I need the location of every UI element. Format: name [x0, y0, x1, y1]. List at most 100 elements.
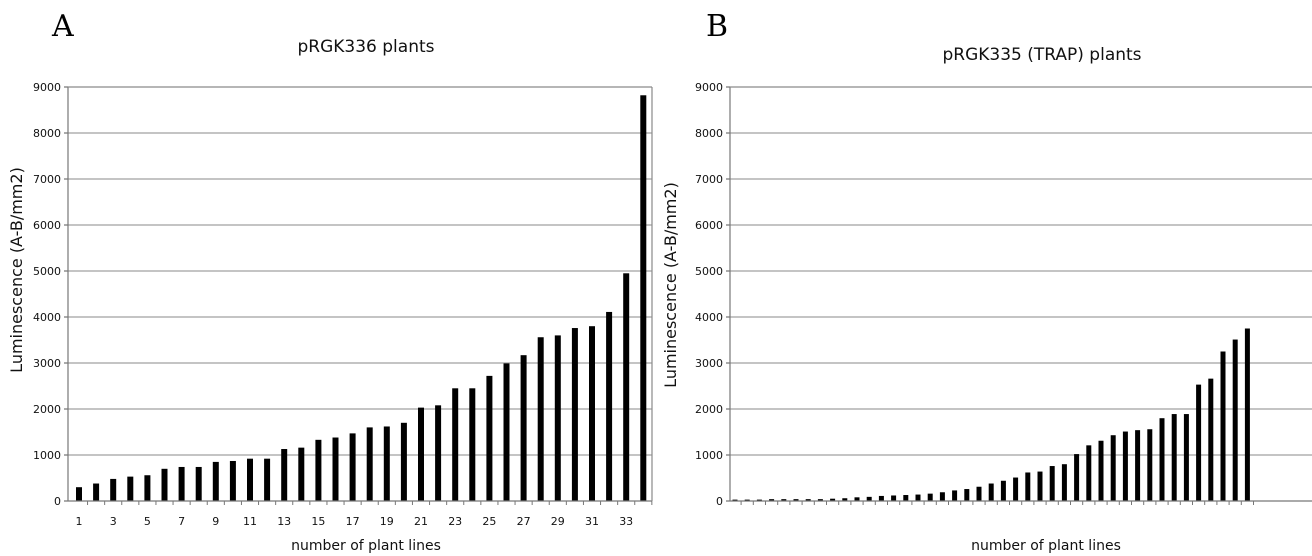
x-tick-label: 37: [1167, 515, 1181, 528]
x-tick-label: 25: [1021, 515, 1035, 528]
bar: [878, 495, 884, 501]
bar: [315, 439, 322, 501]
bar: [606, 311, 613, 501]
bar: [1196, 384, 1202, 501]
bar: [212, 461, 219, 501]
bar: [1171, 414, 1177, 501]
x-tick-labels-a: 1 3 5 7 9 11 13 15 17 19 21 23 25 27 29 31 33: [76, 515, 634, 528]
y-tick-label: 3000: [695, 357, 723, 370]
bar: [469, 388, 476, 501]
bar: [127, 476, 134, 501]
y-tick-label: 9000: [33, 81, 61, 94]
y-tick-label: 8000: [33, 127, 61, 140]
bar: [1049, 466, 1055, 501]
y-tick-label: 6000: [695, 219, 723, 232]
bar: [1183, 414, 1189, 501]
gridlines-a: [64, 86, 652, 502]
y-tick-label: 2000: [695, 403, 723, 416]
y-tick-label: 9000: [695, 81, 723, 94]
bar: [76, 487, 82, 501]
x-tick-label: 33: [619, 515, 633, 528]
bar: [195, 466, 202, 501]
chart-title-a: pRGK336 plants: [297, 37, 434, 57]
bar: [571, 328, 578, 501]
bar: [435, 405, 442, 501]
bar: [1074, 454, 1080, 501]
bar: [554, 335, 561, 501]
bar: [1159, 418, 1165, 501]
bar: [503, 363, 510, 501]
x-tick-labels-b: 1 3 5 7 9 11 13 15 17 19 21 23 25 27 29 31 33 35 37 39 41 43: [732, 515, 1255, 528]
x-tick-label: 7: [178, 515, 185, 528]
x-tick-label: 35: [1143, 515, 1157, 528]
x-tick-label: 15: [311, 515, 325, 528]
x-tick-label: 27: [1045, 515, 1059, 528]
bar: [486, 375, 493, 501]
x-tick-label: 33: [1118, 515, 1132, 528]
axes-b: [729, 86, 1312, 505]
x-tick-label: 21: [414, 515, 428, 528]
bar: [854, 497, 860, 501]
x-tick-label: 17: [346, 515, 360, 528]
y-tick-label: 7000: [695, 173, 723, 186]
x-tick-label: 1: [76, 515, 83, 528]
bar: [830, 498, 836, 501]
x-tick-label: 17: [923, 515, 937, 528]
y-tick-label: 3000: [33, 357, 61, 370]
bar: [805, 499, 811, 501]
bar: [1110, 435, 1116, 501]
bar: [366, 427, 373, 501]
bar: [178, 466, 185, 501]
bars-b: [732, 328, 1250, 501]
y-tick-label: 6000: [33, 219, 61, 232]
panel-letter-a: A: [51, 9, 74, 44]
bar: [842, 498, 848, 501]
chart-panel-a: A pRGK336 plants Luminescence (A-B/mm2) …: [7, 9, 653, 554]
x-tick-label: 9: [829, 515, 836, 528]
x-tick-label: 3: [110, 515, 117, 528]
bar: [1220, 351, 1226, 501]
x-tick-label: 7: [805, 515, 812, 528]
bar: [93, 483, 100, 501]
bar: [623, 273, 630, 501]
x-tick-label: 11: [850, 515, 864, 528]
bar: [781, 499, 787, 501]
bar: [332, 437, 339, 501]
x-tick-label: 15: [899, 515, 913, 528]
chart-panel-b: B pRGK335 (TRAP) plants Luminescence (A-…: [661, 9, 1312, 554]
bar: [1061, 464, 1067, 501]
y-tick-label: 7000: [33, 173, 61, 186]
chart-title-b: pRGK335 (TRAP) plants: [942, 45, 1141, 65]
bar: [756, 499, 762, 501]
y-tick-label: 4000: [33, 311, 61, 324]
y-tick-label: 1000: [695, 449, 723, 462]
bar: [400, 422, 407, 501]
bar: [891, 495, 897, 501]
y-tick-label: 1000: [33, 449, 61, 462]
y-tick-label: 5000: [695, 265, 723, 278]
bar: [939, 492, 945, 501]
bar: [1013, 477, 1019, 501]
axes-a: [67, 86, 653, 505]
x-axis-label-b: number of plant lines: [971, 538, 1121, 554]
y-tick-label: 0: [54, 495, 61, 508]
x-tick-label: 23: [996, 515, 1010, 528]
x-tick-label: 19: [380, 515, 394, 528]
bar: [1232, 339, 1238, 501]
x-tick-label: 19: [948, 515, 962, 528]
bar: [589, 326, 595, 501]
x-tick-label: 25: [482, 515, 496, 528]
bar: [537, 337, 544, 501]
bars-a: [76, 95, 647, 501]
x-tick-label: 9: [212, 515, 219, 528]
bar: [229, 460, 236, 501]
bar: [927, 493, 933, 501]
bar: [964, 489, 970, 501]
bar: [110, 478, 117, 501]
x-tick-label: 13: [277, 515, 291, 528]
bar: [452, 388, 459, 501]
x-tick-label: 5: [780, 515, 787, 528]
y-tick-label: 5000: [33, 265, 61, 278]
bar: [744, 499, 750, 501]
x-tick-label: 3: [756, 515, 763, 528]
